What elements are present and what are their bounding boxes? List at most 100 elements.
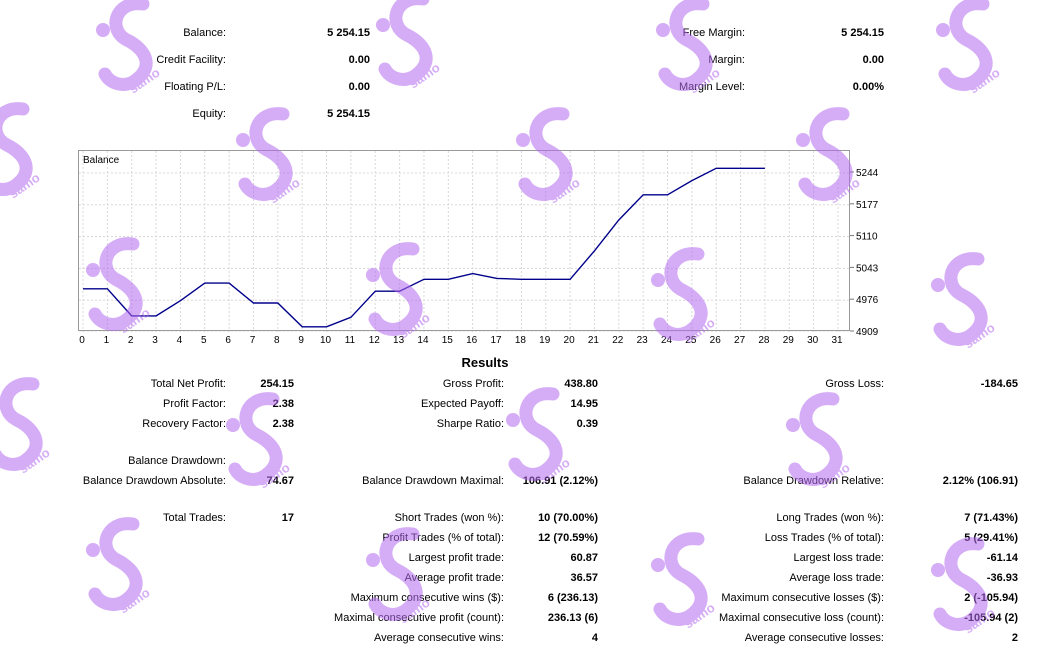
avg-consec-wins-label: Average consecutive wins: xyxy=(373,632,504,644)
x-tick-label: 2 xyxy=(128,335,134,346)
samo-logo-icon: samo xyxy=(925,0,1035,103)
samo-logo-icon: samo xyxy=(920,245,1030,358)
gross-profit-label: Gross Profit: xyxy=(442,378,504,390)
y-tick-label: 5043 xyxy=(856,263,879,274)
max-consec-wins-value: 6 (236.13) xyxy=(547,592,598,604)
bd-relative-value: 2.12% (106.91) xyxy=(942,475,1018,487)
x-tick-label: 12 xyxy=(369,335,381,346)
avg-loss-label: Average loss trade: xyxy=(789,572,884,584)
x-tick-label: 0 xyxy=(79,335,85,346)
x-tick-label: 11 xyxy=(345,335,356,346)
balance-label: Balance: xyxy=(183,27,226,39)
profit-trades-label: Profit Trades (% of total): xyxy=(382,532,504,544)
recovery-factor-label: Recovery Factor: xyxy=(142,418,226,430)
max-consec-losses-label: Maximum consecutive losses ($): xyxy=(721,592,884,604)
sharpe-ratio-value: 0.39 xyxy=(576,418,598,430)
y-tick-label: 5110 xyxy=(856,232,878,243)
maximal-consec-loss-value: -105.94 (2) xyxy=(964,612,1018,624)
x-tick-label: 26 xyxy=(710,335,722,346)
avg-profit-label: Average profit trade: xyxy=(404,572,504,584)
x-tick-label: 17 xyxy=(490,335,502,346)
bd-maximal-value: 106.91 (2.12%) xyxy=(522,475,598,487)
credit-value: 0.00 xyxy=(348,54,370,66)
bd-maximal-label: Balance Drawdown Maximal: xyxy=(362,475,504,487)
svg-text:samo: samo xyxy=(6,170,42,202)
x-tick-label: 28 xyxy=(758,335,770,346)
maximal-consec-loss-label: Maximal consecutive loss (count): xyxy=(718,612,884,624)
x-tick-label: 30 xyxy=(807,335,819,346)
x-tick-label: 29 xyxy=(783,335,795,346)
x-tick-label: 19 xyxy=(539,335,551,346)
avg-consec-losses-label: Average consecutive losses: xyxy=(744,632,884,644)
expected-payoff-value: 14.95 xyxy=(570,398,598,410)
recovery-factor-value: 2.38 xyxy=(272,418,294,430)
x-tick-label: 6 xyxy=(225,335,231,346)
bd-absolute-label: Balance Drawdown Absolute: xyxy=(82,475,226,487)
results-title: Results xyxy=(461,355,509,370)
svg-text:samo: samo xyxy=(406,60,442,92)
credit-label: Credit Facility: xyxy=(156,54,226,66)
samo-logo-icon: samo xyxy=(0,95,75,208)
avg-consec-losses-value: 2 xyxy=(1011,632,1018,644)
sharpe-ratio-label: Sharpe Ratio: xyxy=(436,418,504,430)
margin-level-value: 0.00% xyxy=(852,81,884,93)
margin-label: Margin: xyxy=(708,54,745,66)
avg-consec-wins-value: 4 xyxy=(591,632,598,644)
x-tick-label: 4 xyxy=(177,335,183,346)
samo-logo-icon: samo xyxy=(365,0,475,98)
samo-logo-icon: samo xyxy=(75,510,185,623)
x-tick-label: 31 xyxy=(831,335,843,346)
x-tick-label: 27 xyxy=(734,335,746,346)
x-tick-label: 21 xyxy=(588,335,600,346)
x-tick-label: 25 xyxy=(685,335,697,346)
bd-relative-label: Balance Drawdown Relative: xyxy=(743,475,884,487)
x-tick-label: 8 xyxy=(274,335,280,346)
balance-drawdown-label: Balance Drawdown: xyxy=(128,455,226,467)
free-margin-value: 5 254.15 xyxy=(841,27,884,39)
avg-profit-value: 36.57 xyxy=(570,572,598,584)
max-consec-wins-label: Maximum consecutive wins ($): xyxy=(350,592,504,604)
samo-logo-icon: samo xyxy=(0,370,85,483)
max-consec-losses-value: 2 (-105.94) xyxy=(964,592,1018,604)
total-net-profit-label: Total Net Profit: xyxy=(150,378,226,390)
gross-profit-value: 438.80 xyxy=(564,378,598,390)
samo-logo-icon: samo xyxy=(920,530,1030,643)
total-trades-value: 17 xyxy=(281,512,294,524)
largest-loss-value: -61.14 xyxy=(986,552,1018,564)
x-tick-label: 23 xyxy=(637,335,649,346)
svg-text:samo: samo xyxy=(126,65,162,97)
x-tick-label: 14 xyxy=(417,335,429,346)
largest-profit-label: Largest profit trade: xyxy=(408,552,504,564)
gross-loss-label: Gross Loss: xyxy=(825,378,884,390)
x-tick-label: 13 xyxy=(393,335,405,346)
loss-trades-label: Loss Trades (% of total): xyxy=(764,532,884,544)
svg-text:samo: samo xyxy=(16,445,52,477)
x-tick-label: 9 xyxy=(298,335,304,346)
profit-trades-value: 12 (70.59%) xyxy=(538,532,598,544)
balance-series-line xyxy=(83,167,765,328)
margin-value: 0.00 xyxy=(862,54,884,66)
x-tick-label: 10 xyxy=(320,335,332,346)
x-tick-label: 24 xyxy=(661,335,673,346)
x-tick-label: 18 xyxy=(515,335,527,346)
x-tick-label: 22 xyxy=(612,335,624,346)
svg-text:samo: samo xyxy=(966,65,1002,97)
equity-value: 5 254.15 xyxy=(327,108,370,120)
long-trades-label: Long Trades (won %): xyxy=(776,512,884,524)
chart-title: Balance xyxy=(83,155,120,166)
x-tick-label: 16 xyxy=(466,335,478,346)
svg-text:samo: samo xyxy=(116,585,152,617)
y-tick-label: 4909 xyxy=(856,327,879,338)
svg-text:samo: samo xyxy=(961,320,997,352)
expected-payoff-label: Expected Payoff: xyxy=(421,398,504,410)
margin-level-label: Margin Level: xyxy=(678,81,745,93)
gross-loss-value: -184.65 xyxy=(980,378,1018,390)
y-tick-label: 5244 xyxy=(856,168,879,179)
x-tick-label: 20 xyxy=(564,335,576,346)
profit-factor-label: Profit Factor: xyxy=(163,398,226,410)
y-tick-label: 5177 xyxy=(856,200,879,211)
long-trades-value: 7 (71.43%) xyxy=(964,512,1018,524)
profit-factor-value: 2.38 xyxy=(272,398,294,410)
short-trades-label: Short Trades (won %): xyxy=(394,512,504,524)
total-trades-label: Total Trades: xyxy=(163,512,226,524)
